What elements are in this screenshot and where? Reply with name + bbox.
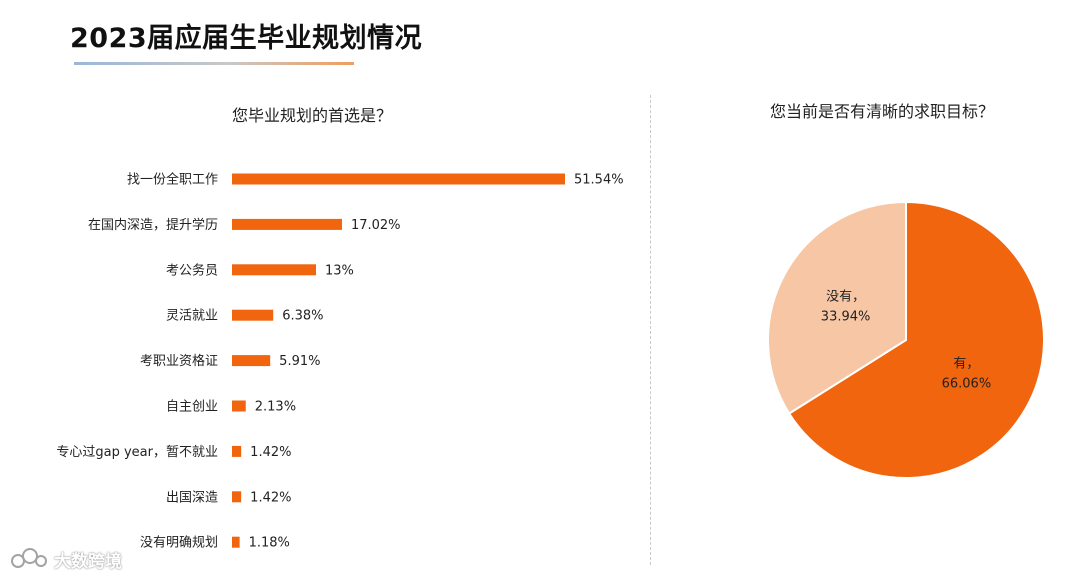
value-label: 2.13%: [255, 400, 296, 415]
pie-chart: 您当前是否有清晰的求职目标？ 有， 66.06% 没有， 33.94%: [767, 102, 1045, 479]
bar: [232, 173, 565, 185]
pie-slice: [767, 200, 907, 415]
bar-row: 考公务员 13%: [166, 262, 354, 278]
bar: [232, 400, 246, 412]
bar: [232, 445, 242, 457]
slice-value-label: 66.06%: [942, 376, 992, 391]
category-label: 没有明确规划: [140, 536, 218, 551]
category-label: 自主创业: [166, 400, 218, 415]
logo-icon: [11, 548, 47, 568]
bar-row: 专心过gap year，暂不就业 1.42%: [56, 445, 291, 460]
category-label: 灵活就业: [166, 309, 218, 324]
bar-row: 找一份全职工作 51.54%: [127, 172, 624, 188]
watermark-text: 大数跨境: [54, 551, 122, 572]
value-label: 17.02%: [351, 218, 401, 233]
category-label: 找一份全职工作: [127, 172, 218, 188]
watermark: 大数跨境: [10, 546, 122, 572]
dashed-divider: [650, 95, 651, 565]
page-title: 2023届应届生毕业规划情况: [70, 23, 423, 54]
category-label: 在国内深造，提升学历: [88, 217, 218, 233]
bar: [232, 491, 242, 503]
value-label: 1.42%: [250, 445, 291, 460]
bar-row: 出国深造 1.42%: [166, 490, 292, 505]
value-label: 1.18%: [249, 536, 290, 551]
slice-label: 有，: [953, 356, 979, 371]
bar-row: 灵活就业 6.38%: [166, 309, 324, 324]
value-label: 1.42%: [250, 490, 291, 505]
category-label: 专心过gap year，暂不就业: [56, 445, 218, 460]
bar: [232, 536, 240, 548]
title-underline: [74, 62, 354, 65]
bar-chart: 您毕业规划的首选是？ 找一份全职工作 51.54% 在国内深造，提升学历 17.02%…: [56, 106, 624, 551]
value-label: 6.38%: [282, 309, 323, 324]
bar-chart-title: 您毕业规划的首选是？: [232, 106, 392, 125]
bar: [232, 355, 271, 367]
category-label: 考公务员: [166, 262, 218, 278]
bar: [232, 264, 316, 276]
category-label: 考职业资格证: [140, 353, 218, 369]
value-label: 13%: [325, 263, 354, 278]
bar: [232, 309, 274, 321]
bar-row: 在国内深造，提升学历 17.02%: [88, 217, 401, 233]
pie-slice: [787, 200, 1045, 479]
category-label: 出国深造: [166, 490, 218, 505]
value-label: 5.91%: [279, 354, 320, 369]
slice-value-label: 33.94%: [821, 310, 871, 325]
bar-row: 没有明确规划 1.18%: [140, 536, 290, 551]
bar-row: 考职业资格证 5.91%: [140, 353, 321, 369]
bar-row: 自主创业 2.13%: [166, 400, 296, 415]
slice-label: 没有，: [826, 290, 865, 305]
pie-chart-title: 您当前是否有清晰的求职目标？: [770, 102, 994, 121]
value-label: 51.54%: [574, 173, 624, 188]
bar: [232, 218, 342, 230]
